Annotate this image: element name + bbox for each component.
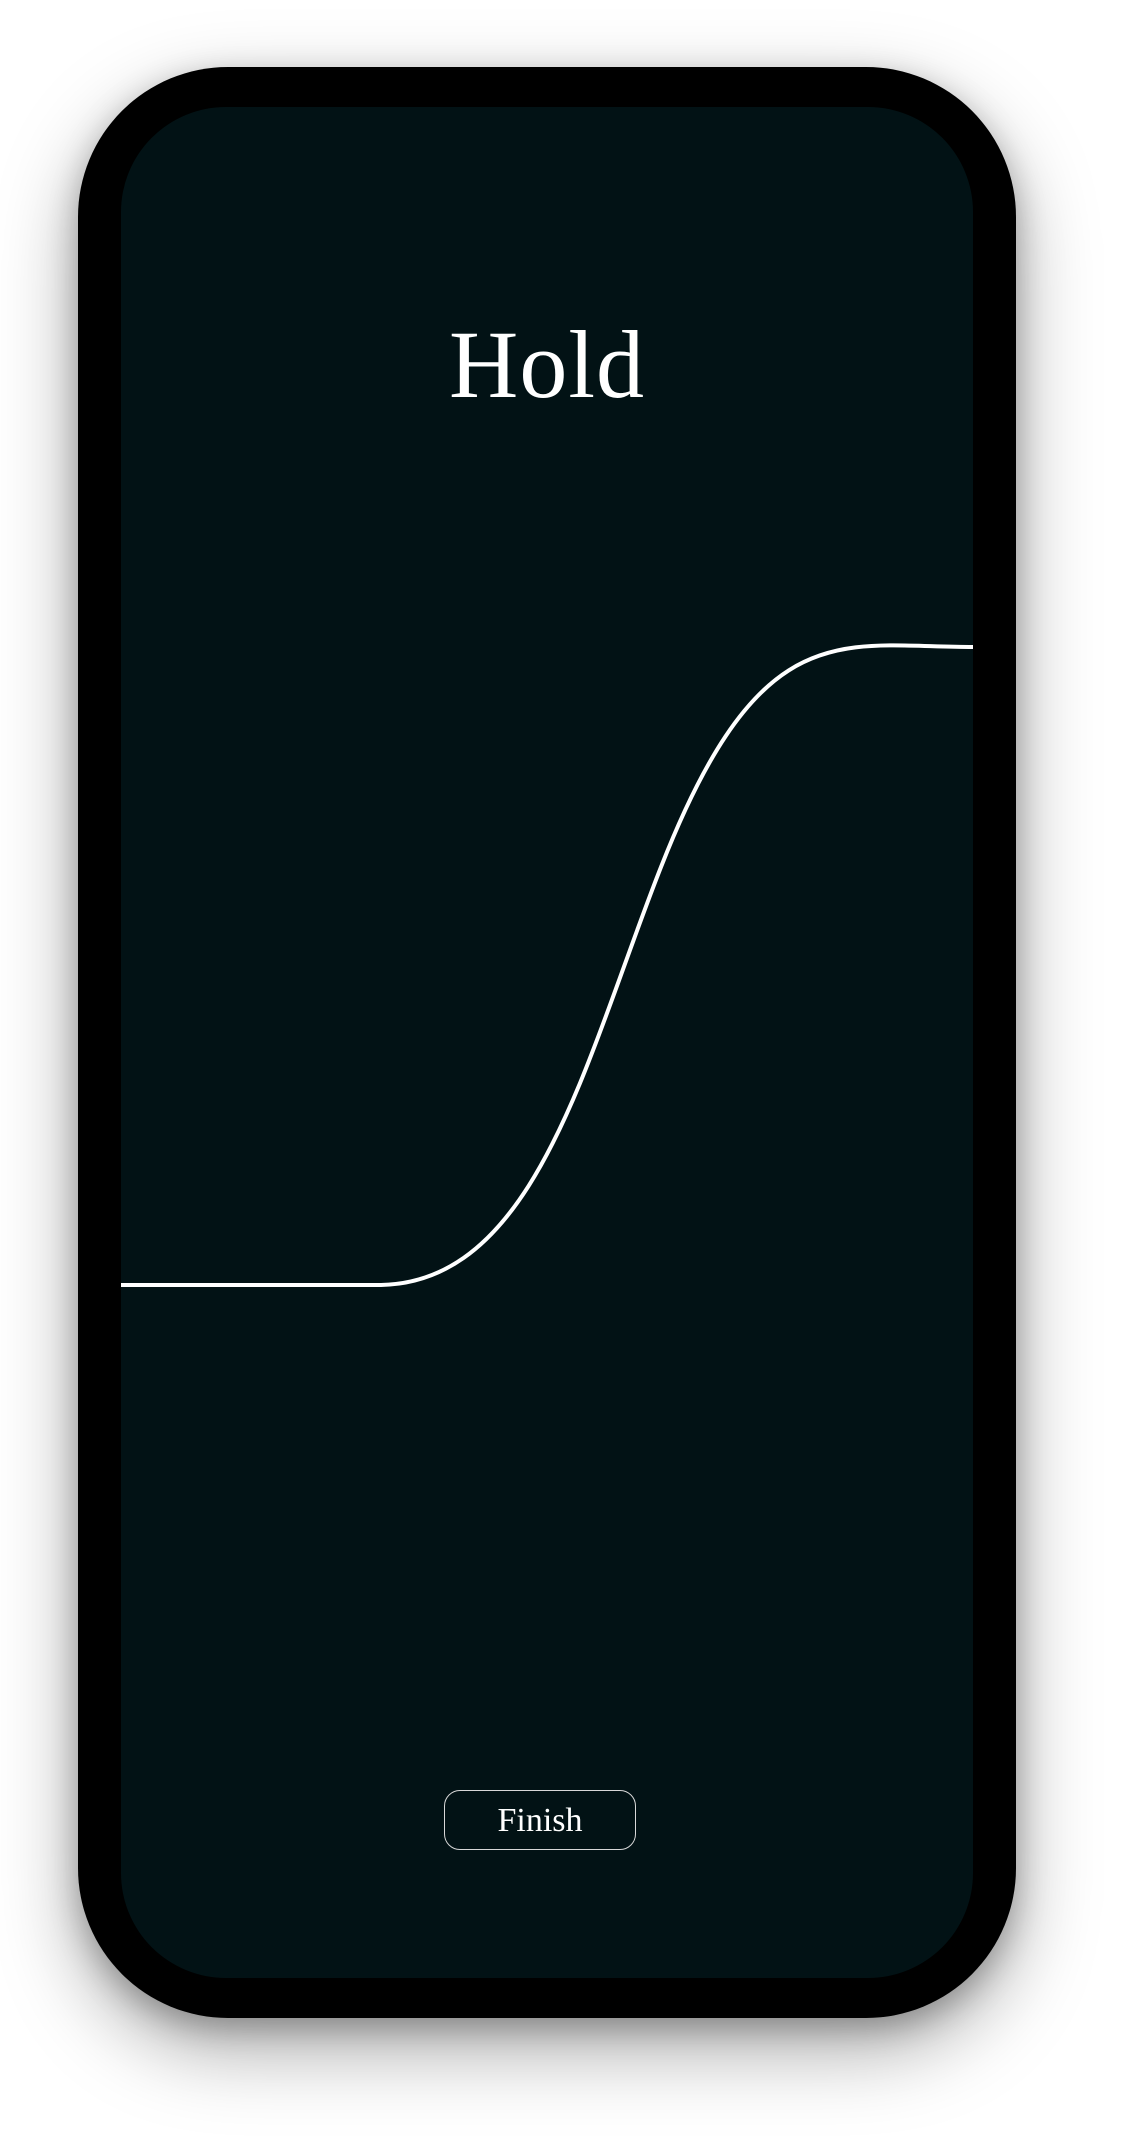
finish-button[interactable]: Finish xyxy=(444,1790,636,1850)
phone-frame: Hold Finish xyxy=(78,67,1016,2018)
breath-curve xyxy=(121,643,973,1287)
page-title: Hold xyxy=(449,311,645,418)
breath-curve-line xyxy=(121,643,973,1287)
app-screen: Hold Finish xyxy=(121,107,973,1978)
breath-curve-area xyxy=(121,107,973,1978)
